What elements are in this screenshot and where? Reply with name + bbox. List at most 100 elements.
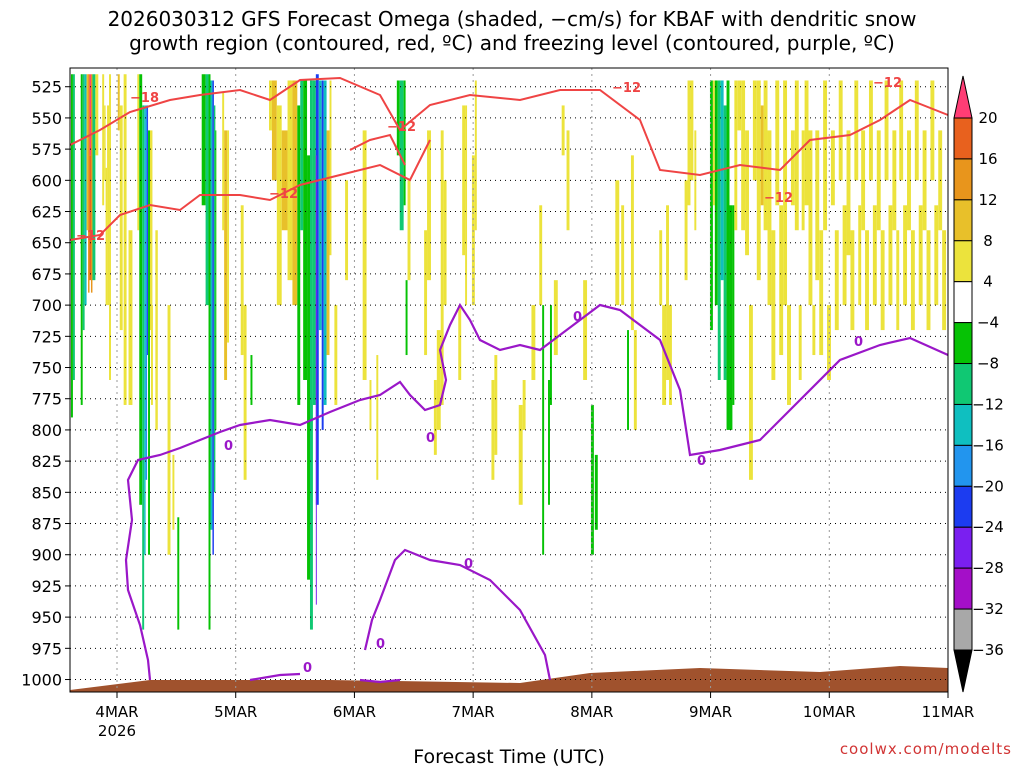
omega-block: [627, 330, 629, 430]
omega-block: [436, 330, 441, 430]
colorbar-swatch: [953, 485, 973, 528]
omega-block: [621, 205, 625, 306]
omega-block: [561, 105, 565, 156]
omega-block: [105, 167, 108, 306]
omega-block: [903, 205, 908, 306]
omega-block: [148, 130, 150, 555]
omega-block: [315, 74, 319, 505]
y-tick-label: 550: [31, 109, 62, 128]
omega-block: [307, 155, 310, 580]
omega-block: [748, 305, 753, 480]
colorbar-bottom-triangle: [953, 649, 973, 693]
y-tick-label: 775: [31, 390, 62, 409]
omega-block: [243, 305, 247, 480]
omega-block: [615, 180, 620, 306]
chart-title-line-1: 2026030312 GFS Forecast Omega (shaded, −…: [107, 7, 917, 31]
omega-block: [899, 80, 904, 181]
y-tick-label: 525: [31, 78, 62, 97]
omega-block: [741, 80, 746, 231]
omega-block: [771, 230, 776, 380]
x-tick-label: 5MAR: [214, 703, 257, 721]
dendritic-contour-label: −12: [269, 187, 298, 202]
omega-block: [549, 305, 552, 405]
omega-block: [123, 74, 127, 405]
y-tick-label: 675: [31, 265, 62, 284]
omega-block: [250, 355, 253, 405]
omega-block: [861, 130, 866, 231]
x-tick-label: 10MAR: [803, 703, 856, 721]
y-tick-label: 950: [31, 608, 62, 627]
colorbar-swatch: [953, 281, 973, 324]
omega-block: [300, 80, 304, 231]
omega-block: [745, 130, 749, 256]
dendritic-contour-label: −12: [76, 229, 105, 244]
colorbar-swatch: [953, 526, 973, 569]
omega-block: [139, 74, 143, 505]
omega-block: [104, 105, 106, 181]
omega-block: [539, 205, 543, 306]
freezing-level-label: 0: [573, 310, 582, 325]
dendritic-contour: [69, 139, 431, 241]
omega-block: [880, 230, 885, 331]
omega-block: [84, 74, 87, 306]
omega-block: [712, 80, 715, 206]
omega-block: [790, 130, 795, 206]
omega-block: [812, 305, 816, 356]
omega-block: [779, 205, 784, 356]
omega-block: [876, 130, 881, 231]
omega-block: [315, 155, 317, 605]
omega-block: [868, 80, 873, 181]
omega-block: [783, 80, 788, 306]
omega-block: [763, 80, 768, 231]
dendritic-contour-label: −12: [764, 191, 793, 206]
freezing-level-label: 0: [464, 557, 473, 572]
dendritic-contour-label: −12: [612, 81, 641, 96]
omega-block: [872, 205, 877, 306]
omega-block: [522, 380, 526, 430]
dendritic-contour: [349, 133, 406, 166]
omega-block: [326, 130, 330, 356]
colorbar-swatch: [953, 322, 973, 365]
freezing-level-contour: [363, 548, 552, 681]
terrain: [70, 666, 948, 692]
colorbar-label: −12: [972, 395, 1004, 413]
omega-block: [801, 130, 805, 231]
colorbar-top-triangle: [953, 75, 973, 119]
freezing-level-label: 0: [426, 431, 435, 446]
y-tick-label: 750: [31, 359, 62, 378]
omega-block: [128, 230, 133, 405]
omega-block: [850, 230, 855, 331]
omega-block: [287, 80, 293, 281]
omega-block: [297, 105, 301, 405]
y-tick-label: 725: [31, 327, 62, 346]
omega-block: [70, 74, 73, 418]
omega-block: [376, 355, 379, 480]
dendritic-contour-label: −18: [130, 91, 159, 106]
omega-block: [117, 74, 120, 131]
omega-block: [86, 74, 89, 231]
omega-block: [145, 105, 148, 480]
omega-block: [227, 130, 230, 343]
omega-block: [737, 80, 742, 131]
colorbar-swatch: [953, 158, 973, 201]
omega-block: [823, 80, 828, 231]
omega-block: [684, 180, 688, 281]
omega-block: [95, 74, 99, 156]
y-tick-label: 600: [31, 171, 62, 190]
omega-block: [518, 404, 523, 505]
omega-block: [630, 155, 634, 331]
freezing-level-contour: [359, 678, 401, 684]
omega-block: [865, 230, 869, 331]
omega-block: [89, 155, 91, 281]
omega-block: [690, 80, 694, 181]
colorbar-label: 4: [983, 273, 993, 291]
colorbar-swatch: [953, 363, 973, 405]
omega-block: [548, 380, 550, 505]
omega-block: [892, 130, 897, 231]
omega-block: [767, 130, 772, 306]
omega-block: [276, 105, 282, 306]
x-tick-label: 9MAR: [689, 703, 732, 721]
x-tick-label: 11MAR: [922, 703, 975, 721]
x-tick-label: 7MAR: [452, 703, 495, 721]
omega-block: [775, 80, 780, 206]
